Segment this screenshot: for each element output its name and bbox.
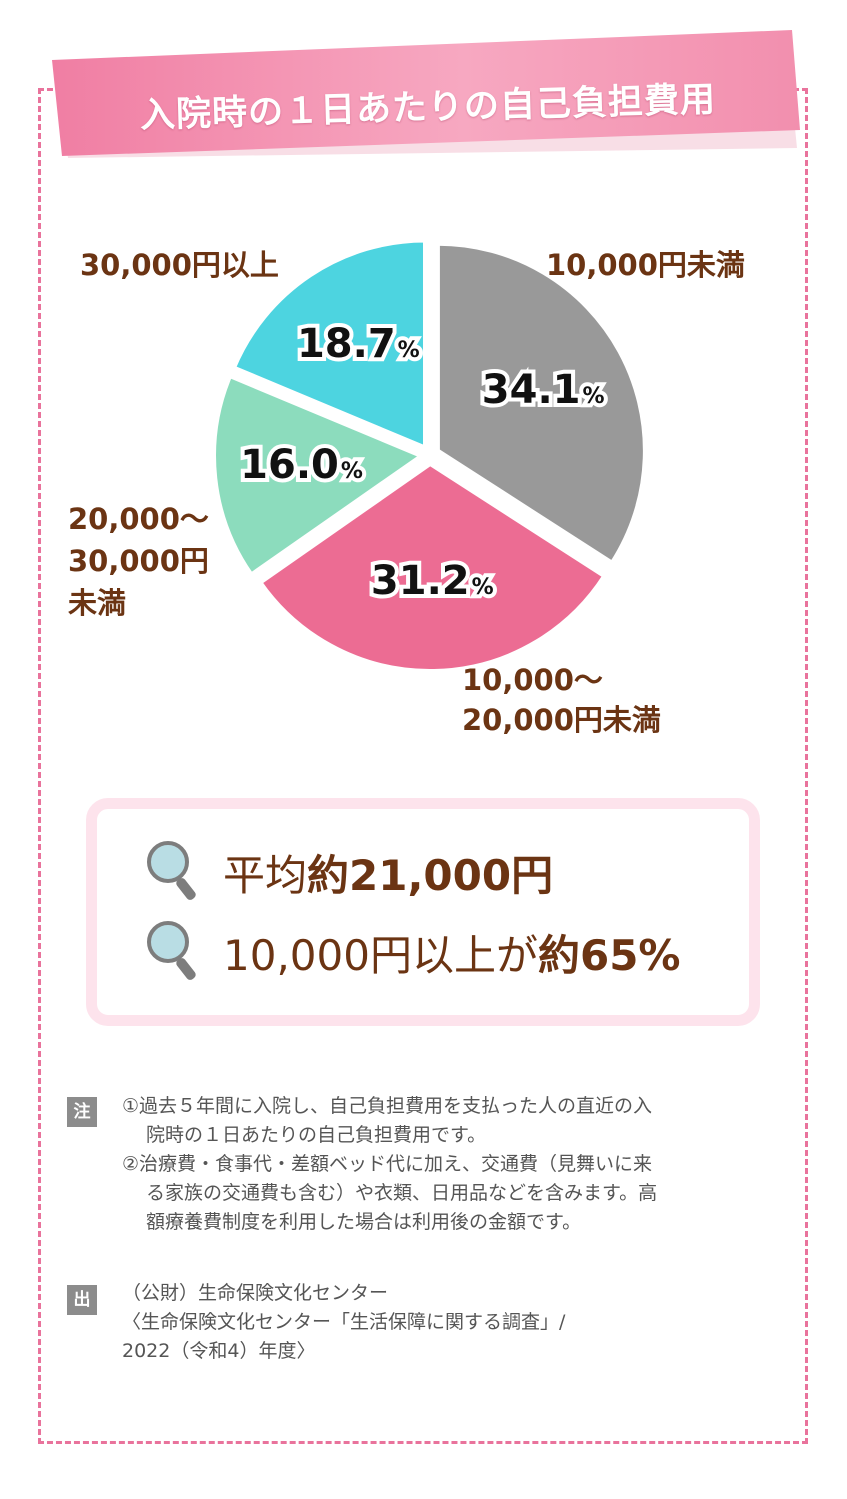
pct-value: 18.7	[293, 317, 400, 371]
note-1-line-1: ①過去５年間に入院し、自己負担費用を支払った人の直近の入	[122, 1095, 653, 1117]
pie-slice-20k-30k	[212, 374, 424, 577]
pie-slice-ge30k	[232, 238, 428, 450]
label-10k-20k-line2: 20,000円未満	[462, 703, 661, 737]
pie-slice-10k-20k	[258, 461, 607, 673]
summary-share-row: 10,000円以上が約65%	[147, 917, 681, 987]
pct-value: 16.0	[236, 438, 343, 492]
note-1-line-2: 院時の１日あたりの自己負担費用です。	[146, 1124, 487, 1146]
label-20k-30k-line3: 未満	[68, 586, 127, 620]
magnifier-icon	[147, 841, 203, 903]
pct-value: 34.1	[478, 363, 585, 417]
label-20k-30k: 20,000〜 30,000円 未満	[68, 498, 209, 624]
pie-chart	[212, 238, 647, 673]
pct-label-lt10k: 34.1%	[478, 363, 609, 421]
pct-value: 31.2	[367, 554, 474, 608]
pct-sign: %	[394, 334, 424, 367]
source-line-3: 2022（令和4）年度〉	[122, 1340, 316, 1362]
note-2-line-2: る家族の交通費も含む）や衣類、日用品などを含みます。高	[146, 1182, 658, 1204]
pct-label-10k-20k: 31.2%	[367, 554, 498, 612]
note-2-line-1: ②治療費・食事代・差額ベッド代に加え、交通費（見舞いに来	[122, 1153, 653, 1175]
source-text: （公財）生命保険文化センター 〈生命保険文化センター「生活保障に関する調査」/ …	[122, 1279, 565, 1366]
label-10k-20k: 10,000〜 20,000円未満	[462, 660, 661, 740]
share-value: 約65%	[537, 930, 681, 980]
pct-sign: %	[337, 455, 367, 488]
average-value: 約21,000円	[307, 850, 554, 900]
pct-sign: %	[468, 571, 498, 604]
summary-average-row: 平均約21,000円	[147, 837, 553, 907]
share-prefix: 10,000円以上が	[223, 930, 538, 980]
notes-text: ①過去５年間に入院し、自己負担費用を支払った人の直近の入 院時の１日あたりの自己…	[122, 1092, 657, 1237]
average-prefix: 平均	[223, 850, 308, 900]
note-2-line-3: 額療養費制度を利用した場合は利用後の金額です。	[146, 1211, 582, 1233]
source-badge: 出	[67, 1285, 97, 1315]
pie-slice-lt10k	[435, 241, 647, 565]
label-10k-20k-line1: 10,000〜	[462, 663, 603, 697]
pct-label-20k-30k: 16.0%	[236, 438, 367, 496]
label-20k-30k-line2: 30,000円	[68, 544, 209, 578]
note-badge: 注	[67, 1097, 97, 1127]
pct-label-ge30k: 18.7%	[293, 317, 424, 375]
summary-box: 平均約21,000円 10,000円以上が約65%	[86, 798, 760, 1026]
pct-sign: %	[578, 380, 608, 413]
magnifier-icon	[147, 921, 203, 983]
label-ge30k: 30,000円以上	[80, 248, 279, 282]
title-banner	[52, 30, 800, 158]
label-20k-30k-line1: 20,000〜	[68, 502, 209, 536]
label-lt10k: 10,000円未満	[546, 248, 745, 282]
source-line-2: 〈生命保険文化センター「生活保障に関する調査」/	[122, 1311, 566, 1333]
source-line-1: （公財）生命保険文化センター	[122, 1282, 389, 1304]
